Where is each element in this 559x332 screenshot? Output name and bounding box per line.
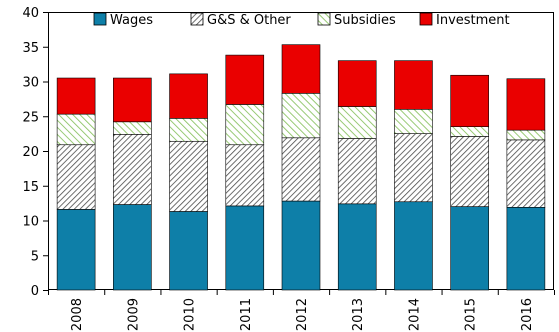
bar-segment-wages xyxy=(281,200,321,291)
bar-segment-investment xyxy=(281,44,321,94)
bar-stack-2009 xyxy=(113,77,152,291)
bar-stack-2014 xyxy=(394,60,433,291)
bar-segment-g-s-other xyxy=(450,136,489,207)
x-tick-label: 2013 xyxy=(351,298,366,331)
bar-stack-2010 xyxy=(169,73,208,291)
x-tick-label: 2011 xyxy=(239,298,254,331)
bar-segment-g-s-other xyxy=(113,134,152,205)
y-tick-label: 0 xyxy=(31,284,39,299)
bar-segment-wages xyxy=(337,203,377,291)
bar-segment-g-s-other xyxy=(281,137,321,202)
y-tick-label: 20 xyxy=(22,145,39,160)
x-tick-label: 2010 xyxy=(183,298,198,331)
legend-item-wages: Wages xyxy=(93,12,153,28)
bar-stack-2008 xyxy=(56,77,96,291)
legend-label: Wages xyxy=(110,13,153,28)
legend-swatch xyxy=(317,12,331,26)
x-tick-label: 2014 xyxy=(407,298,422,331)
y-tick-label: 35 xyxy=(22,41,39,56)
bar-segment-subsidies xyxy=(169,118,208,142)
bar-segment-subsidies xyxy=(394,109,433,134)
bar-segment-subsidies xyxy=(113,121,152,135)
bar-segment-wages xyxy=(450,206,489,291)
bar-segment-g-s-other xyxy=(506,139,546,208)
legend-item-g-s-other: G&S & Other xyxy=(190,12,291,28)
bar-segment-investment xyxy=(169,73,208,119)
x-tick-label: 2015 xyxy=(464,298,479,331)
bar-segment-wages xyxy=(56,209,96,291)
legend-swatch xyxy=(190,12,204,26)
bar-segment-g-s-other xyxy=(225,144,265,207)
bar-segment-subsidies xyxy=(281,93,321,139)
bar-segment-g-s-other xyxy=(56,144,96,210)
bar-segment-wages xyxy=(506,206,546,291)
bar-segment-wages xyxy=(113,204,152,291)
bar-segment-subsidies xyxy=(225,104,265,146)
x-axis: 2008 2009 2010 2011 2012 2013 2014 2015 2016 xyxy=(48,290,555,331)
bar-groups xyxy=(56,44,546,291)
bar-segment-wages xyxy=(169,211,208,291)
legend: Wages G&S & Other Subsidies Investment xyxy=(93,12,510,28)
bar-segment-subsidies xyxy=(506,129,546,141)
legend-item-subsidies: Subsidies xyxy=(317,12,396,28)
x-tick-label: 2016 xyxy=(520,298,535,331)
bar-segment-g-s-other xyxy=(394,133,433,203)
legend-swatch xyxy=(419,12,433,26)
bar-segment-investment xyxy=(56,77,96,115)
y-tick-label: 40 xyxy=(22,6,39,21)
bar-segment-subsidies xyxy=(56,113,96,146)
bar-stack-2011 xyxy=(225,54,265,291)
bar-segment-investment xyxy=(337,60,377,107)
bar-segment-subsidies xyxy=(337,106,377,139)
bar-stack-2013 xyxy=(337,60,377,291)
x-tick-label: 2012 xyxy=(295,298,310,331)
bar-segment-subsidies xyxy=(450,126,489,137)
bar-segment-investment xyxy=(450,74,489,127)
bar-segment-wages xyxy=(394,201,433,291)
bar-segment-investment xyxy=(225,54,265,105)
legend-label: G&S & Other xyxy=(207,13,291,28)
y-tick-label: 5 xyxy=(31,249,39,264)
bar-segment-g-s-other xyxy=(169,140,208,212)
bar-stack-2012 xyxy=(281,44,321,291)
bar-segment-investment xyxy=(394,60,433,110)
legend-swatch xyxy=(93,12,107,26)
bar-stack-2015 xyxy=(450,74,489,291)
y-tick-label: 15 xyxy=(22,180,39,195)
legend-label: Subsidies xyxy=(334,13,396,28)
y-tick-label: 25 xyxy=(22,110,39,125)
bar-segment-wages xyxy=(225,205,265,291)
bar-stack-2016 xyxy=(506,78,546,291)
x-tick-label: 2008 xyxy=(70,298,85,331)
x-tick-label: 2009 xyxy=(126,298,141,331)
bar-segment-investment xyxy=(506,78,546,131)
y-tick-label: 10 xyxy=(22,215,39,230)
bar-segment-g-s-other xyxy=(337,138,377,205)
y-tick-label: 30 xyxy=(22,76,39,91)
legend-item-investment: Investment xyxy=(419,12,510,28)
y-axis: 0 5 10 15 20 25 30 35 40 xyxy=(22,6,48,299)
legend-label: Investment xyxy=(436,13,510,28)
bar-segment-investment xyxy=(113,77,152,123)
